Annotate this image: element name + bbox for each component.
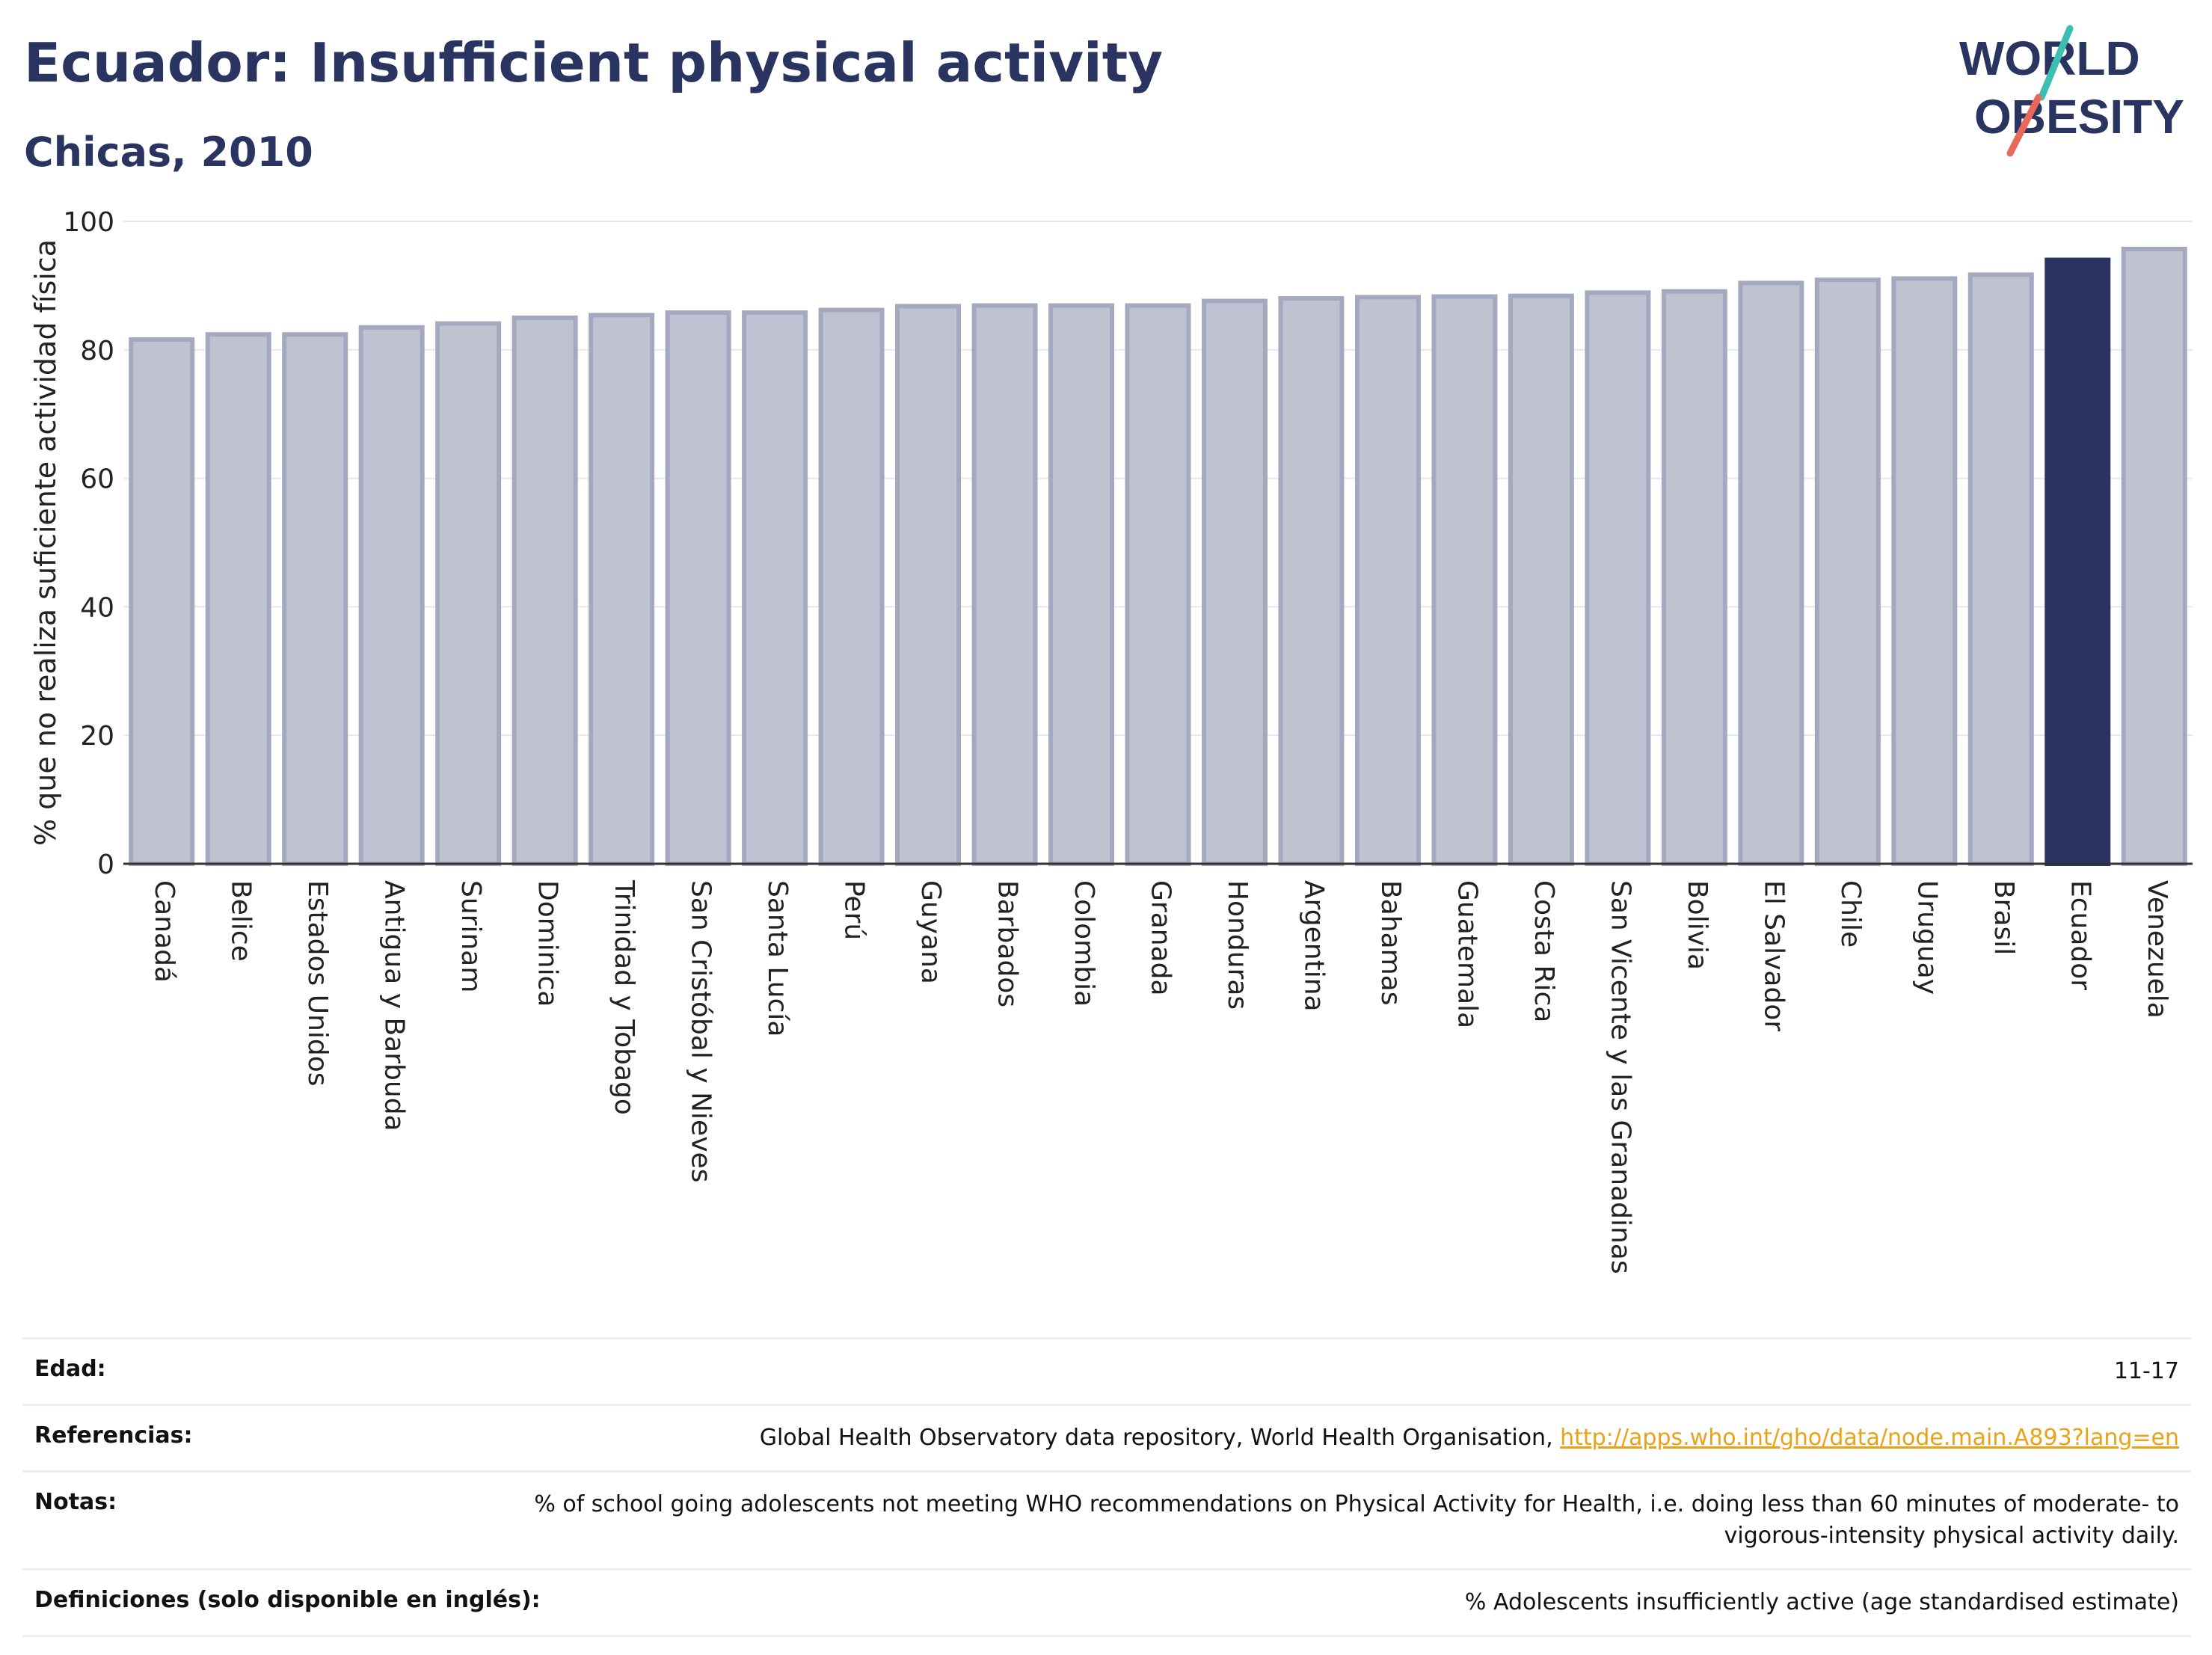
x-tick-label: Costa Rica — [1529, 880, 1559, 1022]
bar — [589, 313, 655, 866]
bar — [2121, 246, 2187, 866]
x-tick-label: Colombia — [1069, 880, 1099, 1007]
x-tick-label: Uruguay — [1911, 880, 1942, 995]
bar — [742, 310, 808, 866]
y-tick-label: 0 — [97, 850, 114, 880]
info-label-age: Edad: — [34, 1356, 106, 1382]
bar — [435, 321, 502, 866]
y-tick-label: 100 — [63, 207, 114, 238]
info-row-references: Referencias: Global Health Observatory d… — [22, 1404, 2191, 1470]
x-tick-label: Chile — [1835, 880, 1866, 948]
bar — [1738, 280, 1804, 866]
y-tick-label: 60 — [80, 464, 114, 495]
bar — [282, 332, 348, 866]
x-tick-label: Argentina — [1298, 880, 1329, 1012]
x-tick-label: Bahamas — [1375, 880, 1406, 1006]
reference-link[interactable]: http://apps.who.int/gho/data/node.main.A… — [1560, 1425, 2179, 1451]
bar — [1201, 298, 1268, 866]
reference-text: Global Health Observatory data repositor… — [759, 1425, 1561, 1451]
info-row-age: Edad: 11-17 — [22, 1337, 2191, 1404]
logo-line2: OBESITY — [1974, 90, 2184, 144]
x-tick-label: Brasil — [1988, 880, 2019, 955]
x-axis-ticks: Canadá Belice Estados Unidos Antigua y Barb… — [149, 879, 2172, 1274]
x-tick-label: Estados Unidos — [302, 880, 333, 1087]
bar — [1048, 303, 1115, 866]
bar — [895, 304, 962, 866]
bar — [1661, 289, 1727, 867]
bar — [1814, 277, 1881, 866]
bar — [1585, 290, 1651, 866]
x-tick-label: Santa Lucía — [762, 880, 793, 1037]
y-axis-ticks: 0 20 40 60 80 100 — [63, 207, 114, 880]
bar — [205, 332, 271, 866]
x-tick-label: Antigua y Barbuda — [379, 880, 410, 1132]
x-tick-label: Honduras — [1222, 880, 1253, 1010]
info-value-age: 11-17 — [2113, 1358, 2179, 1384]
bar — [358, 325, 425, 866]
bar — [1278, 296, 1345, 866]
info-row-definitions: Definiciones (solo disponible en inglés)… — [22, 1568, 2191, 1637]
bar — [511, 315, 578, 867]
info-value-definitions: % Adolescents insufficiently active (age… — [1464, 1589, 2179, 1615]
chart-title: Ecuador: Insufficient physical activity — [24, 31, 1164, 94]
bar — [1125, 303, 1191, 866]
x-tick-label: Ecuador — [2065, 880, 2095, 990]
x-tick-label: Belice — [226, 880, 256, 962]
bar — [1431, 294, 1498, 866]
info-value-references: Global Health Observatory data repositor… — [760, 1422, 2179, 1454]
y-axis-label: % que no realiza suficiente actividad fí… — [29, 239, 62, 846]
bar — [2044, 257, 2111, 867]
world-obesity-logo: WORLD OBESITY — [1959, 25, 2184, 157]
x-tick-label: Surinam — [455, 880, 486, 992]
y-tick-label: 20 — [80, 721, 114, 752]
x-tick-label: Bolivia — [1682, 880, 1712, 970]
bar — [971, 303, 1038, 866]
bar — [1508, 293, 1574, 867]
bar — [1967, 272, 2034, 866]
info-table: Edad: 11-17 Referencias: Global Health O… — [22, 1337, 2191, 1637]
y-tick-label: 80 — [80, 336, 114, 366]
bar — [818, 307, 885, 866]
bar — [1354, 295, 1421, 866]
info-label-notes: Notas: — [34, 1489, 117, 1515]
x-tick-label: Guyana — [915, 880, 946, 984]
info-label-references: Referencias: — [34, 1422, 193, 1449]
x-tick-label: Trinidad y Tobago — [609, 879, 639, 1115]
x-tick-label: Dominica — [532, 880, 563, 1007]
x-tick-label: San Cristóbal y Nieves — [686, 880, 716, 1182]
chart-subtitle: Chicas, 2010 — [24, 129, 313, 176]
y-tick-label: 40 — [80, 592, 114, 623]
info-row-notes: Notas: % of school going adolescents not… — [22, 1470, 2191, 1568]
x-tick-label: San Vicente y las Granadinas — [1605, 880, 1635, 1274]
bar-chart: 0 20 40 60 80 100 Canadá Belice Estados Unidos A… — [29, 207, 2193, 1274]
bar — [665, 310, 731, 866]
bar — [1891, 276, 1958, 866]
logo-slash-red-icon — [2006, 93, 2042, 157]
info-value-notes: % of school going adolescents not meetin… — [534, 1491, 2179, 1549]
x-tick-label: Guatemala — [1451, 880, 1482, 1028]
logo-slash-teal-icon — [2038, 25, 2074, 101]
x-tick-label: Venezuela — [2142, 880, 2172, 1019]
x-tick-label: Canadá — [149, 880, 179, 983]
x-tick-label: Perú — [839, 880, 870, 940]
x-tick-label: Granada — [1146, 880, 1176, 996]
x-tick-label: El Salvador — [1758, 880, 1789, 1031]
info-label-definitions: Definiciones (solo disponible en inglés)… — [34, 1587, 541, 1613]
x-tick-label: Barbados — [992, 880, 1023, 1007]
bar — [129, 337, 195, 866]
bars — [129, 246, 2187, 867]
